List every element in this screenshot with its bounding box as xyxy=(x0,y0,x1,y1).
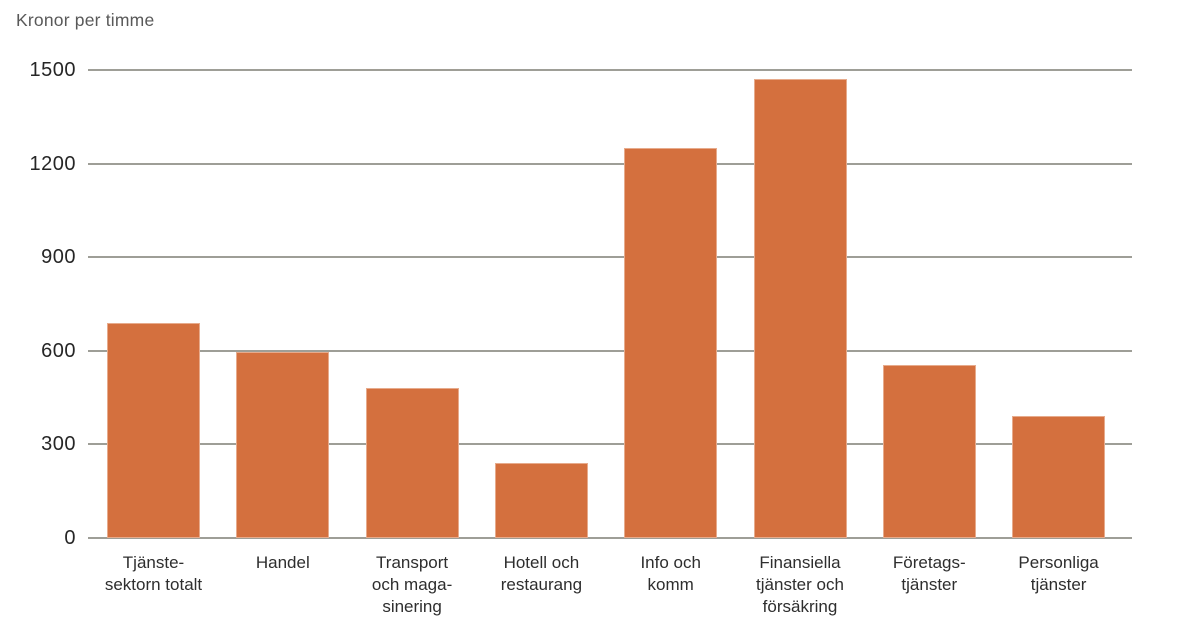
category-label: Handel xyxy=(255,553,310,572)
gridline xyxy=(88,69,1132,71)
bar xyxy=(107,322,200,538)
gridline xyxy=(88,537,1132,539)
category-label: Företags- tjänster xyxy=(892,553,966,594)
bar xyxy=(494,463,588,538)
gridline xyxy=(88,443,1132,446)
bar xyxy=(236,352,330,538)
gridline xyxy=(88,162,1132,165)
category-label: Hotell och restaurang xyxy=(500,553,583,594)
y-tick-label: 1200 xyxy=(29,152,76,175)
gridline xyxy=(88,256,1132,259)
bar xyxy=(753,79,847,538)
plot-area xyxy=(88,69,1132,539)
category-label: Personliga tjänster xyxy=(1018,553,1099,594)
category-label: Tjänste- sektorn totalt xyxy=(104,553,203,594)
category-label: Finansiella tjänster och försäkring xyxy=(756,553,844,616)
y-tick-label: 900 xyxy=(41,246,76,269)
chart-title: Kronor per timme xyxy=(16,10,155,30)
x-axis: Tjänste- sektorn totalt Handel Transport o… xyxy=(88,552,1132,632)
category-label: Transport och maga- sinering xyxy=(371,553,453,616)
bar xyxy=(624,148,718,538)
bar xyxy=(882,364,976,538)
bar xyxy=(365,388,459,538)
y-tick-label: 1500 xyxy=(29,59,76,81)
category-label: Info och komm xyxy=(640,553,701,594)
y-tick-label: 300 xyxy=(41,433,76,456)
y-tick-label: 0 xyxy=(64,527,76,549)
y-axis: 0 300 600 900 1200 1500 xyxy=(0,60,76,548)
gridline xyxy=(88,349,1132,352)
bar xyxy=(1012,416,1106,538)
y-tick-label: 600 xyxy=(41,339,76,362)
